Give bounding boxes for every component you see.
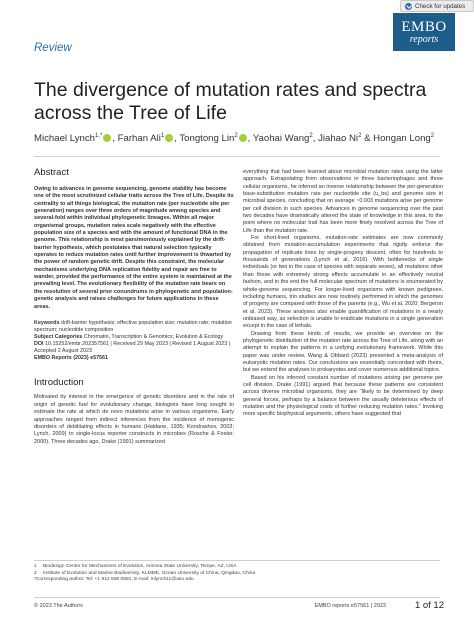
author-list: Michael Lynch1,*, Farhan Ali1, Tongtong … — [34, 133, 454, 144]
corresponding-author-note: *Corresponding author. Tel: +1 812 606 0… — [34, 577, 194, 582]
section-label: Review — [34, 42, 72, 54]
right-column: everything that had been learned about m… — [243, 169, 443, 419]
abstract-text: Owing to advances in genome sequencing, … — [34, 186, 234, 310]
article-title: The divergence of mutation rates and spe… — [34, 79, 427, 124]
introduction-text: Motivated by interest in the emergence o… — [34, 394, 234, 445]
copyright-text: © 2023 The Authors — [34, 603, 83, 609]
footer-journal: EMBO reports e57561 | 2023 — [314, 603, 386, 609]
author-separator: , — [174, 133, 180, 145]
body-paragraph: Based on his inferred constant number of… — [243, 374, 443, 418]
subject-text: Chromatin, Transcription & Genomics; Evo… — [83, 334, 224, 341]
orcid-icon[interactable] — [103, 134, 112, 143]
journal-line: EMBO Reports (2023) e57561 — [34, 355, 234, 362]
doi-label: DOI — [34, 341, 44, 348]
author-separator: , — [312, 133, 319, 145]
footer-divider — [34, 597, 440, 598]
author-name: Farhan Ali — [117, 133, 161, 145]
logo-line-1: EMBO — [401, 19, 447, 35]
footnote: 2 Institute of Evolution and Marine Biodi… — [34, 570, 256, 576]
page-footer: © 2023 The Authors EMBO reports e57561 |… — [34, 600, 444, 614]
author-name: Hongan Long — [373, 133, 431, 145]
check-updates-label: Check for updates — [415, 2, 466, 10]
introduction-heading: Introduction — [34, 377, 84, 389]
author-affiliation-marker: 1,* — [94, 133, 103, 139]
author-affiliation-marker: 2 — [309, 133, 313, 139]
doi-text: 10.15252/embr.202357561 | Received 29 Ma… — [34, 341, 231, 355]
subject-line: Subject Categories Chromatin, Transcript… — [34, 334, 234, 341]
footnote: 1 Biodesign Center for Mechanisms of Evol… — [34, 564, 237, 569]
author-name: Tongtong Lin — [179, 133, 235, 145]
author-affiliation-marker: 1 — [160, 133, 165, 139]
left-column: Abstract Owing to advances in genome seq… — [34, 167, 234, 446]
divider — [34, 156, 440, 157]
journal-citation: EMBO Reports (2023) e57561 — [34, 355, 108, 362]
keywords-label: Keywords — [34, 319, 60, 326]
footnote-divider — [34, 560, 440, 561]
journal-logo: EMBO reports — [393, 13, 455, 51]
article-metadata: Keywords drift-barrier hypothesis; effec… — [34, 320, 234, 363]
body-paragraph: everything that had been learned about m… — [243, 169, 443, 234]
subject-label: Subject Categories — [34, 334, 83, 341]
author-affiliation-marker: 2 — [234, 133, 238, 139]
author-affiliation-marker: 2 — [358, 133, 362, 139]
author-name: Jiahao Ni — [318, 133, 359, 145]
keywords-line: Keywords drift-barrier hypothesis; effec… — [34, 320, 234, 334]
author-separator: & — [361, 133, 374, 145]
author-separator: , — [112, 133, 118, 145]
page-number: 1 of 12 — [414, 600, 444, 611]
abstract-heading: Abstract — [34, 167, 69, 178]
orcid-icon[interactable] — [238, 134, 247, 143]
body-paragraph: For short-lived organisms, mutation-rate… — [243, 235, 443, 330]
footnotes: 1 Biodesign Center for Mechanisms of Evol… — [34, 564, 444, 584]
doi-line[interactable]: DOI 10.15252/embr.202357561 | Received 2… — [34, 341, 234, 355]
body-paragraph: Drawing from these kinds of results, we … — [243, 330, 443, 374]
author-name: Yaohai Wang — [252, 133, 310, 145]
orcid-icon[interactable] — [165, 134, 174, 143]
check-for-updates-badge[interactable]: Check for updates — [400, 0, 474, 12]
check-updates-icon — [405, 2, 412, 10]
author-name: Michael Lynch — [34, 133, 95, 145]
author-affiliation-marker: 2 — [430, 133, 435, 139]
logo-line-2: reports — [409, 34, 439, 45]
author-separator: , — [247, 133, 253, 145]
keywords-text: drift-barrier hypothesis; effective popu… — [34, 319, 232, 333]
